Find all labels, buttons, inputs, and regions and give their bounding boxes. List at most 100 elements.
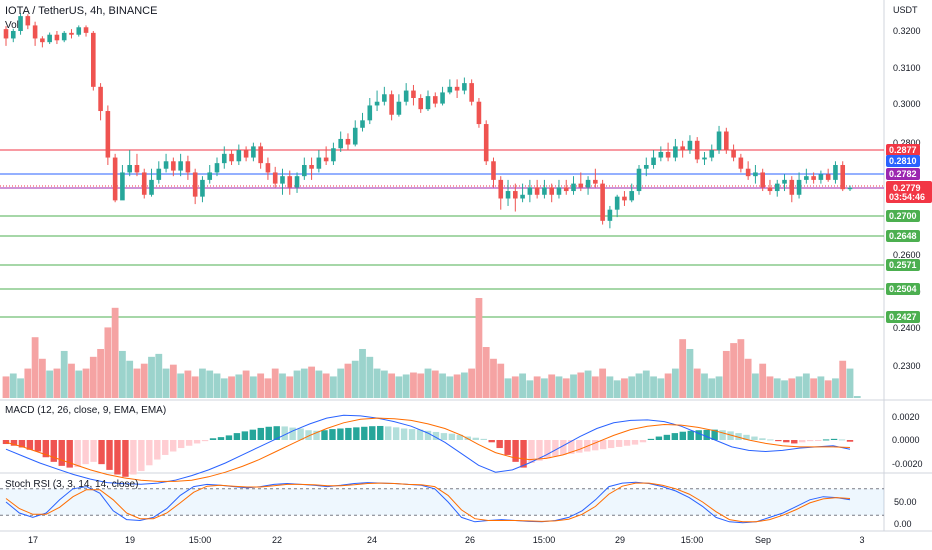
macd-histogram-bar xyxy=(305,430,312,440)
macd-histogram-bar xyxy=(265,426,272,440)
volume-bar xyxy=(686,348,694,398)
candle-body xyxy=(556,187,562,195)
macd-histogram-bar xyxy=(392,427,400,440)
candle-body xyxy=(112,157,118,201)
macd-histogram-bar xyxy=(576,440,583,453)
volume-bar xyxy=(257,373,265,398)
volume-bar xyxy=(708,378,716,398)
macd-histogram-bar xyxy=(114,440,121,475)
macd-histogram-bar xyxy=(623,440,631,446)
support-level-badge xyxy=(886,230,920,242)
macd-histogram-bar xyxy=(528,440,535,463)
candle-body xyxy=(40,38,45,43)
support-level-badge xyxy=(886,283,920,295)
candle-body xyxy=(818,174,824,180)
volume-bar xyxy=(308,366,315,398)
volume-bar xyxy=(642,370,650,398)
volume-bar xyxy=(104,327,112,398)
macd-histogram-bar xyxy=(432,431,440,440)
macd-histogram-bar xyxy=(520,440,527,468)
candle-body xyxy=(694,140,700,160)
candle-body xyxy=(120,172,125,201)
macd-histogram-bar xyxy=(838,439,846,441)
price-axis-tick: 0.2300 xyxy=(893,361,921,371)
candle-body xyxy=(265,163,271,173)
candle-body xyxy=(702,157,707,160)
macd-histogram-bar xyxy=(799,440,806,443)
price-axis-tick: 0.2800 xyxy=(893,138,921,148)
currency-label: USDT xyxy=(893,5,918,15)
volume-bar xyxy=(519,373,526,398)
candle-body xyxy=(629,191,635,201)
price-axis-tick: 0.3100 xyxy=(893,63,921,73)
candle-body xyxy=(418,98,424,110)
x-axis-tick: 17 xyxy=(28,535,38,545)
candle-body xyxy=(614,196,620,210)
x-axis-tick: 15:00 xyxy=(681,535,704,545)
candle-body xyxy=(658,151,664,158)
macd-histogram-bar xyxy=(607,440,615,449)
volume-bar xyxy=(213,373,221,398)
candle-body xyxy=(665,151,671,158)
support-level-label: 0.2648 xyxy=(889,231,917,241)
macd-histogram-bar xyxy=(472,437,479,440)
candle-body xyxy=(505,191,511,199)
chart-title: IOTA / TetherUS, 4h, BINANCE xyxy=(5,5,158,17)
volume-bar xyxy=(60,350,68,398)
volume-bar xyxy=(402,374,410,398)
volume-bar xyxy=(781,380,788,398)
volume-bar xyxy=(31,337,39,398)
volume-bar xyxy=(635,373,643,398)
price-marker-badge xyxy=(886,144,920,156)
volume-bar xyxy=(832,378,839,398)
volume-bar xyxy=(199,368,206,398)
candle-body xyxy=(513,191,518,199)
volume-bar xyxy=(279,373,286,398)
candle-body xyxy=(69,32,74,35)
volume-bar xyxy=(431,370,439,398)
volume-bar xyxy=(133,368,141,398)
candle-body xyxy=(32,25,38,39)
macd-histogram-bar xyxy=(791,440,798,444)
volume-bar xyxy=(46,370,54,398)
volume-bar xyxy=(388,373,396,398)
candle-body xyxy=(774,183,780,192)
candle-body xyxy=(200,179,205,197)
countdown-label: 03:54:46 xyxy=(889,192,925,202)
macd-histogram-bar xyxy=(233,433,241,440)
price-marker-label: 0.2810 xyxy=(889,156,917,166)
price-marker-label: 0.2782 xyxy=(889,169,917,179)
macd-histogram-bar xyxy=(663,434,671,440)
candle-body xyxy=(127,165,132,173)
volume-bar xyxy=(417,373,425,398)
candle-body xyxy=(563,187,569,192)
volume-bar xyxy=(38,358,46,398)
x-axis-tick: 15:00 xyxy=(189,535,212,545)
candle-body xyxy=(352,127,358,145)
macd-histogram-bar xyxy=(122,440,129,477)
macd-histogram-bar xyxy=(639,440,647,443)
volume-label: Vol xyxy=(5,20,19,31)
macd-histogram-bar xyxy=(592,440,599,451)
volume-bar xyxy=(570,374,577,398)
macd-histogram-bar xyxy=(337,428,344,440)
volume-bar xyxy=(759,363,767,398)
volume-bar xyxy=(839,360,847,398)
macd-histogram-bar xyxy=(249,429,257,440)
support-level-label: 0.2700 xyxy=(889,211,917,221)
volume-bar xyxy=(853,396,861,398)
volume-bar xyxy=(126,360,134,398)
volume-bar xyxy=(555,376,563,398)
candle-body xyxy=(585,179,591,188)
volume-bar xyxy=(497,363,505,398)
volume-bar xyxy=(89,356,97,398)
volume-bar xyxy=(148,356,155,398)
volume-bar xyxy=(264,378,272,398)
candle-body xyxy=(221,153,227,164)
macd-histogram-bar xyxy=(830,438,838,440)
macd-histogram-bar xyxy=(162,440,169,455)
macd-histogram-bar xyxy=(58,440,65,466)
volume-bar xyxy=(17,378,24,398)
price-marker-label: 0.2877 xyxy=(889,145,917,155)
